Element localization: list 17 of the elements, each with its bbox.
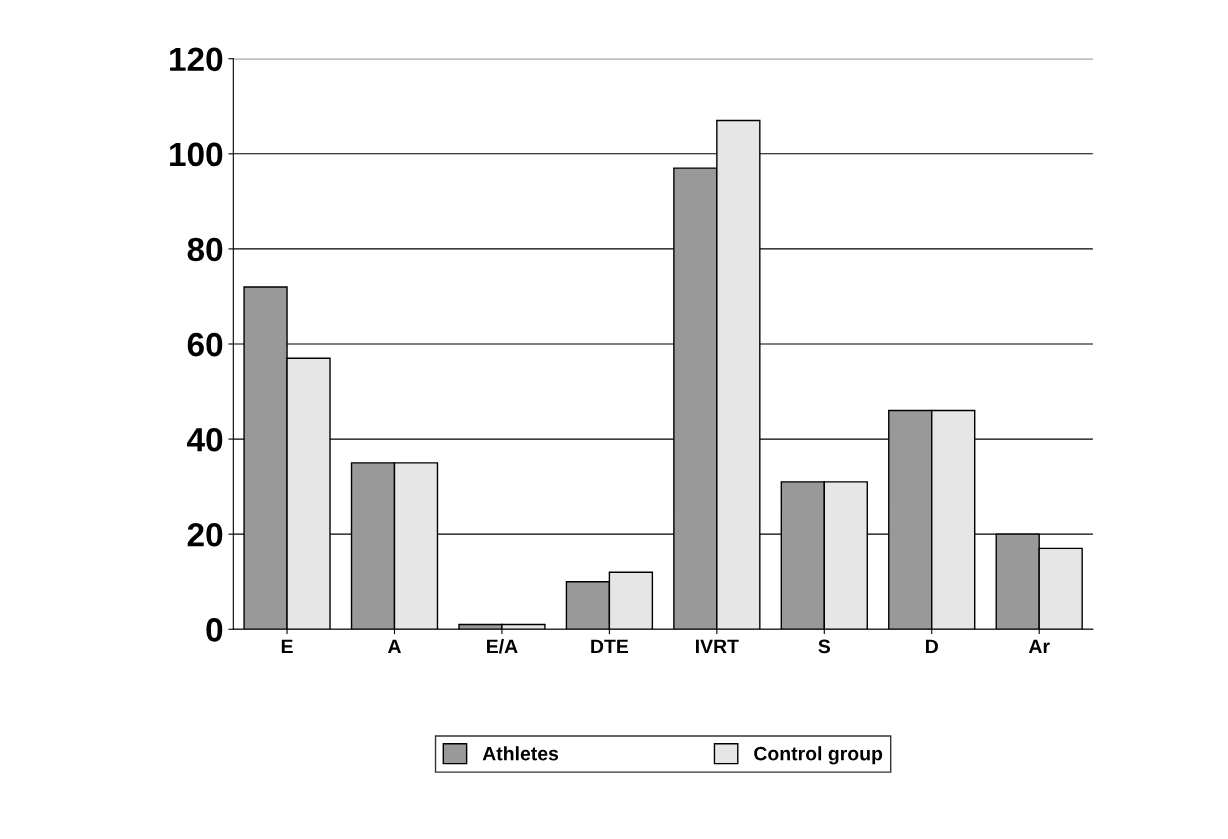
x-tick-label: DTE	[591, 639, 629, 654]
y-tick-label: 100	[170, 142, 223, 167]
x-tick-label: IVRT	[696, 639, 739, 654]
y-tick-label: 60	[187, 332, 223, 357]
x-tick-label: E/A	[487, 638, 518, 654]
x-tick-label: E	[281, 639, 293, 654]
y-tick-label: 0	[206, 618, 223, 642]
y-tick-label: 80	[187, 237, 223, 262]
x-tick-label: S	[818, 639, 831, 654]
x-tick-label: Ar	[1028, 639, 1050, 654]
y-tick-label: 20	[187, 522, 223, 547]
y-tick-label: 40	[187, 427, 223, 452]
x-tick-label: D	[926, 639, 938, 654]
y-tick-label: 120	[170, 47, 223, 72]
legend-label: Athletes	[482, 746, 559, 761]
legend-label: Control group	[754, 746, 883, 765]
x-tick-label: A	[387, 639, 401, 654]
